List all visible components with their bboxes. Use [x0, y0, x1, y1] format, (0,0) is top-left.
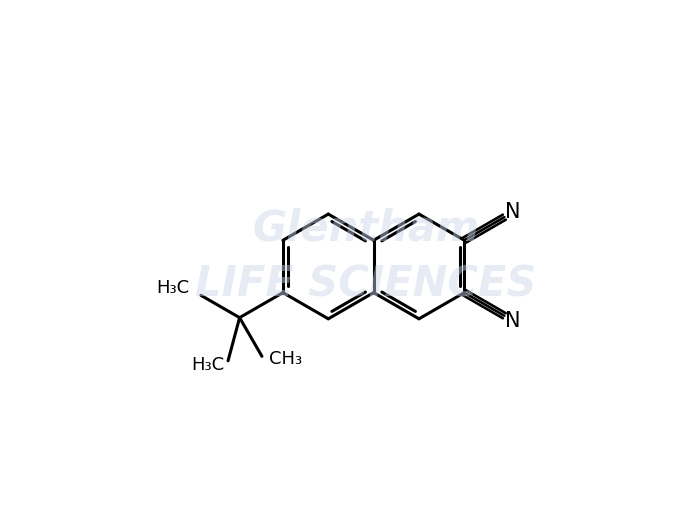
Text: H₃C: H₃C — [191, 356, 224, 374]
Text: N: N — [505, 311, 521, 331]
Text: H₃C: H₃C — [156, 279, 189, 297]
Text: N: N — [505, 202, 521, 222]
Text: Glentham
LIFE SCIENCES: Glentham LIFE SCIENCES — [196, 208, 537, 305]
Text: CH₃: CH₃ — [269, 350, 302, 368]
